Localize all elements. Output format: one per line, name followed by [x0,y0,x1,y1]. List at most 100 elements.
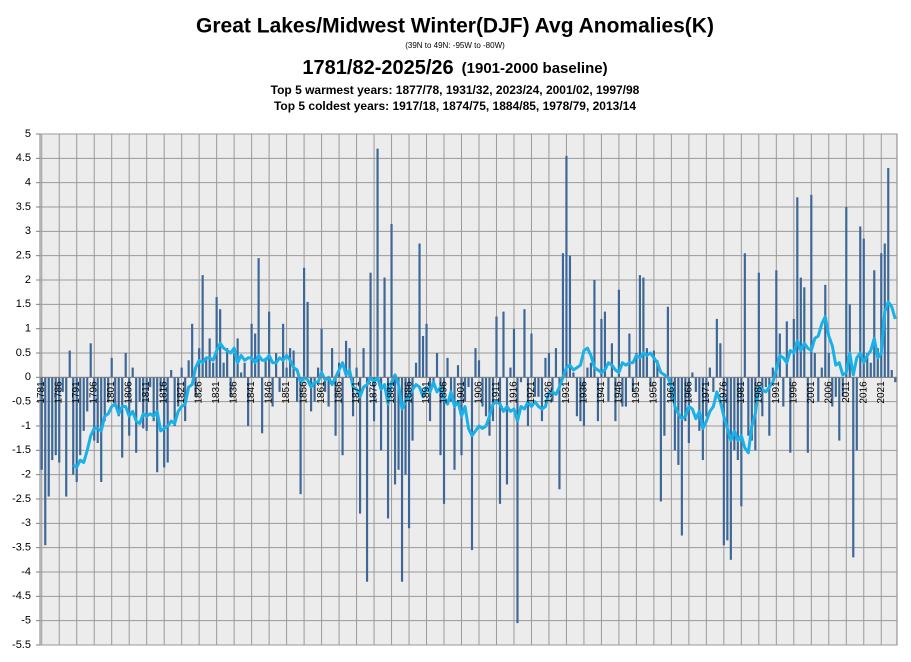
bar [124,353,127,378]
x-tick-label: 1846 [264,381,275,404]
bar [561,253,565,378]
bar [166,377,169,463]
x-tick-label: 1911 [491,381,502,403]
bar [463,377,467,402]
bar [159,377,162,392]
bar [261,377,264,434]
bar [456,365,460,378]
bar [838,377,841,441]
bar [509,367,512,378]
bar [491,377,495,422]
bar [659,377,662,502]
bar [51,377,54,461]
bar [47,377,50,497]
bar [554,348,558,378]
x-tick-label: 1936 [578,381,589,404]
bar [848,304,851,378]
x-tick-label: 1876 [369,381,380,404]
chart-subtitle: (39N to 49N: -95W to -80W) [405,41,505,50]
bar [645,348,648,378]
bar [65,377,68,497]
period: 1781/82-2025/26 [302,57,453,79]
bar [733,377,736,451]
bar [425,323,428,378]
bar [505,377,509,485]
bar [820,367,823,378]
bar [817,377,820,402]
bar [194,377,197,397]
bar [152,377,155,422]
marks [40,148,897,624]
bar [796,197,799,378]
bar [761,377,764,417]
x-tick-label: 1891 [421,381,432,404]
y-tick-label: -4 [21,566,31,578]
bar [449,377,453,402]
plot-area [39,133,898,646]
bar [299,377,302,495]
bar [799,277,802,378]
bar [358,377,362,514]
bar [372,377,376,422]
bar [841,377,844,397]
bar [757,272,760,378]
bar [869,362,872,378]
bar [400,377,404,582]
x-tick-label: 1971 [701,381,712,404]
bar [834,377,837,397]
bar [177,377,180,407]
bar [537,377,540,397]
y-tick-label: -1.5 [12,444,31,456]
bar [250,323,253,378]
bar [131,367,134,378]
bar [603,311,607,378]
x-tick-label: 1821 [176,381,187,404]
bar [393,377,397,485]
x-tick-label: 1956 [648,381,659,404]
bar [481,377,484,407]
bar [568,255,572,378]
x-tick-label: 1916 [508,381,519,404]
bar [142,377,145,429]
bar [663,377,666,436]
bar [684,377,687,422]
chart-title: Great Lakes/Midwest Winter(DJF) Avg Anom… [196,15,714,38]
bar [268,311,271,378]
bar [477,360,481,378]
bar [404,377,407,475]
bar [729,377,732,560]
bar [852,377,855,558]
bar [638,275,641,378]
bar [547,353,551,378]
x-tick-label: 1866 [334,381,345,404]
y-tick-label: 4 [25,177,31,189]
bar [512,328,516,378]
bar [264,357,267,378]
x-tick-label: 1966 [683,381,694,404]
bar [775,270,778,378]
bar [586,367,589,378]
bar [79,377,82,456]
bar [149,377,152,388]
bar [303,267,306,378]
bar [610,343,614,378]
bar [474,348,477,378]
bar [163,377,166,468]
x-tick-label: 1881 [386,381,397,404]
bar [121,377,124,458]
bar [58,377,61,463]
bar [631,377,634,392]
bar [254,333,257,378]
bar [135,377,138,453]
bar [205,357,208,378]
x-tick-label: 1946 [613,381,624,404]
bar [806,377,809,453]
bar [866,353,869,378]
bar [226,348,229,378]
bar [330,348,334,378]
bar [107,377,110,402]
bar [386,377,390,519]
bar [635,353,638,378]
bar [855,377,858,451]
